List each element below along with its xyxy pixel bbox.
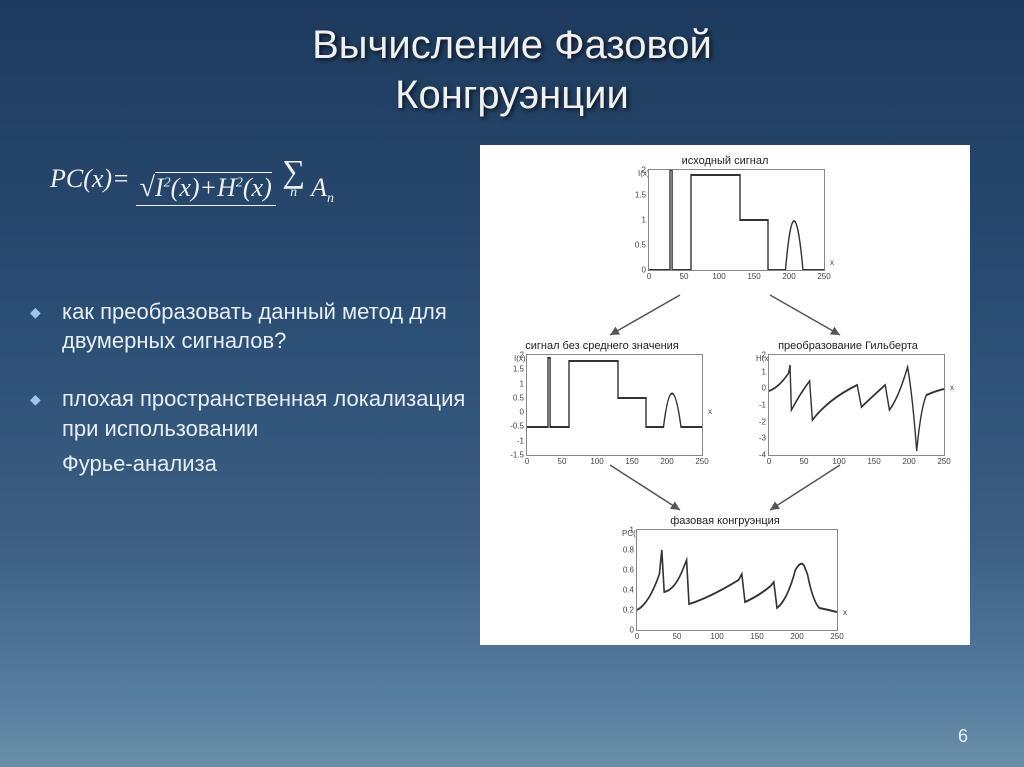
title-line-2: Конгруэнции: [395, 73, 629, 117]
chart-top-xlabel: x: [830, 258, 834, 267]
slide-container: Вычисление Фазовой Конгруэнции PC(x)= √I…: [0, 0, 1024, 767]
bullet-2-sub: Фурье-анализа: [30, 449, 470, 479]
bullet-list: ◆ как преобразовать данный метод для дву…: [30, 297, 470, 479]
bullet-1: ◆ как преобразовать данный метод для дву…: [30, 297, 470, 356]
chart-mid-right: преобразование Гильберта H(x) -4 -3 -2 -…: [738, 340, 958, 456]
content-row: PC(x)= √I2(x)+H2(x) ∑ n An ◆ как преобра…: [0, 120, 1024, 645]
diamond-icon: ◆: [30, 384, 62, 443]
chart-top: исходный сигнал I(x) 0 0.5 1 1.5 2 0 50 …: [620, 155, 830, 271]
chart-bottom: фазовая конгруэнция PC(x) 0 0.2 0.4 0.6 …: [600, 515, 850, 631]
chart-midleft-xlabel: x: [708, 407, 712, 416]
formula-fraction: √I2(x)+H2(x) ∑ n An: [136, 155, 334, 207]
chart-top-line: [649, 170, 824, 270]
right-column: исходный сигнал I(x) 0 0.5 1 1.5 2 0 50 …: [470, 140, 980, 645]
chart-top-plot: 0 0.5 1 1.5 2 0 50 100 150 200 250 x: [648, 169, 825, 271]
bullet-2-text: плохая пространственная локализация при …: [62, 384, 470, 443]
chart-mid-left: сигнал без среднего значения I(x) -1.5 -…: [492, 340, 712, 456]
bullet-2: ◆ плохая пространственная локализация пр…: [30, 384, 470, 443]
chart-bottom-title: фазовая конгруэнция: [600, 515, 850, 527]
chart-bottom-line: [637, 530, 837, 630]
formula-numerator: √I2(x)+H2(x): [136, 173, 276, 206]
chart-midright-xlabel: x: [950, 383, 954, 392]
chart-top-title: исходный сигнал: [620, 155, 830, 167]
pc-formula: PC(x)= √I2(x)+H2(x) ∑ n An: [30, 155, 470, 207]
chart-midright-plot: -4 -3 -2 -1 0 1 2 0 50 100 150 200 250 x: [768, 354, 945, 456]
chart-midright-line: [769, 355, 944, 455]
bullet-1-text: как преобразовать данный метод для двуме…: [62, 297, 470, 356]
left-column: PC(x)= √I2(x)+H2(x) ∑ n An ◆ как преобра…: [30, 140, 470, 645]
chart-panel: исходный сигнал I(x) 0 0.5 1 1.5 2 0 50 …: [480, 145, 970, 645]
title-line-1: Вычисление Фазовой: [312, 23, 712, 67]
chart-midright-title: преобразование Гильберта: [738, 340, 958, 352]
slide-title: Вычисление Фазовой Конгруэнции: [0, 0, 1024, 120]
diamond-icon: ◆: [30, 297, 62, 356]
formula-lhs: PC(x)=: [50, 164, 130, 193]
chart-bottom-plot: 0 0.2 0.4 0.6 0.8 1 0 50 100 150 200 250…: [636, 529, 838, 631]
page-number: 6: [958, 726, 968, 747]
formula-denominator: ∑ n An: [282, 171, 334, 202]
chart-midleft-line: [527, 355, 702, 455]
chart-bottom-xlabel: x: [843, 608, 847, 617]
chart-midleft-plot: -1.5 -1 -0.5 0 0.5 1 1.5 2 0 50 100 150 …: [526, 354, 703, 456]
